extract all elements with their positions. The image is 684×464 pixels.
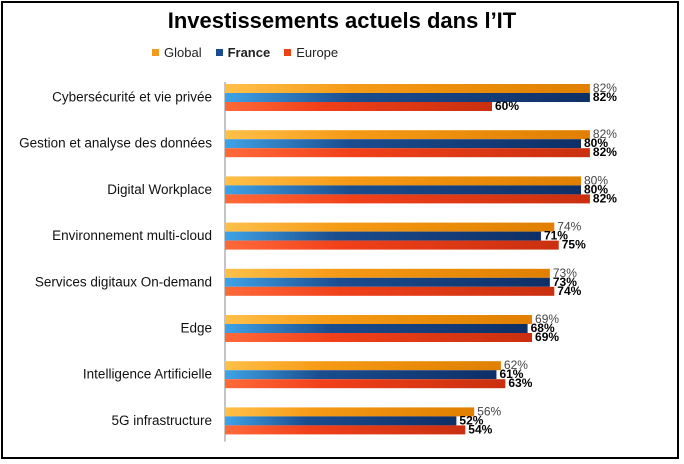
data-label-france: 82% [593, 90, 617, 104]
data-label-global: 73% [553, 266, 577, 280]
bar-europe [225, 194, 590, 204]
bar-france [225, 93, 590, 102]
bar-europe [225, 148, 590, 158]
data-label-global: 62% [504, 358, 528, 372]
legend: Global France Europe [152, 45, 352, 60]
data-label-global: 56% [477, 404, 501, 418]
data-label-europe: 75% [562, 238, 586, 252]
data-label-global: 69% [535, 312, 559, 326]
bar-global [225, 84, 590, 93]
legend-item-global: Global [152, 45, 202, 60]
bar-france [225, 416, 457, 426]
bar-global [225, 407, 475, 417]
legend-label-france: France [227, 45, 271, 60]
bar-france [225, 370, 497, 380]
data-label-europe: 82% [593, 145, 617, 159]
data-label-global: 82% [593, 127, 617, 141]
bar-france [225, 277, 550, 287]
bar-france [225, 231, 541, 241]
data-label-france: 61% [499, 367, 523, 381]
data-label-global: 74% [557, 220, 581, 234]
bar-global [225, 268, 550, 278]
data-label-europe: 63% [508, 376, 532, 390]
data-label-europe: 74% [557, 284, 581, 298]
legend-swatch-europe [284, 49, 292, 56]
data-label-europe: 54% [468, 422, 492, 436]
data-label-france: 52% [459, 413, 483, 427]
bar-france [225, 324, 528, 333]
category-label: Environnement multi-cloud [52, 228, 212, 243]
category-label: Cybersécurité et vie privée [52, 90, 212, 105]
data-label-global: 80% [584, 173, 608, 187]
legend-item-france: France [215, 45, 271, 60]
bar-global [225, 361, 501, 371]
category-label: Gestion et analyse des données [19, 136, 212, 151]
bar-global [225, 130, 590, 140]
bar-global [225, 176, 581, 186]
category-label: Intelligence Artificielle [83, 367, 212, 382]
category-label: 5G infrastructure [111, 413, 212, 428]
bar-europe [225, 286, 555, 296]
legend-label-global: Global [164, 45, 202, 60]
data-label-europe: 60% [495, 99, 519, 113]
bar-europe [225, 333, 533, 342]
bar-france [225, 139, 581, 149]
bar-europe [225, 425, 466, 435]
bar-global [225, 222, 555, 232]
legend-swatch-france [215, 49, 223, 56]
data-label-europe: 82% [593, 191, 617, 205]
category-label: Services digitaux On-demand [35, 274, 212, 289]
data-label-france: 68% [531, 321, 555, 335]
bar-europe [225, 240, 559, 250]
data-label-europe: 69% [535, 330, 559, 344]
bar-global [225, 315, 533, 324]
bar-france [225, 185, 581, 195]
legend-item-europe: Europe [284, 45, 338, 60]
data-label-france: 71% [544, 229, 568, 243]
category-label: Digital Workplace [107, 182, 212, 197]
data-label-france: 80% [584, 182, 608, 196]
bar-europe [225, 379, 506, 389]
chart-title: Investissements actuels dans l’IT [167, 8, 517, 33]
category-label: Edge [180, 321, 212, 336]
data-label-france: 80% [584, 136, 608, 150]
data-label-global: 82% [593, 81, 617, 95]
legend-label-europe: Europe [296, 45, 339, 60]
data-label-france: 73% [553, 275, 577, 289]
legend-swatch-global [152, 49, 159, 56]
bar-europe [225, 102, 492, 111]
